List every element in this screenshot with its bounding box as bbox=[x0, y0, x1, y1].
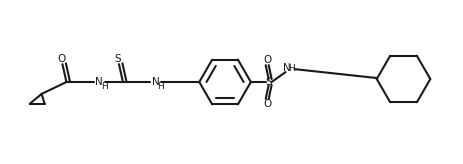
Text: S: S bbox=[114, 54, 121, 64]
Text: S: S bbox=[265, 77, 271, 87]
Text: N: N bbox=[95, 78, 103, 88]
Text: H: H bbox=[288, 64, 294, 73]
Text: H: H bbox=[157, 82, 163, 91]
Text: O: O bbox=[57, 54, 65, 64]
Text: O: O bbox=[263, 99, 271, 109]
Text: O: O bbox=[263, 55, 271, 65]
Text: N: N bbox=[282, 63, 290, 73]
Text: N: N bbox=[151, 78, 159, 88]
Text: H: H bbox=[100, 82, 107, 91]
